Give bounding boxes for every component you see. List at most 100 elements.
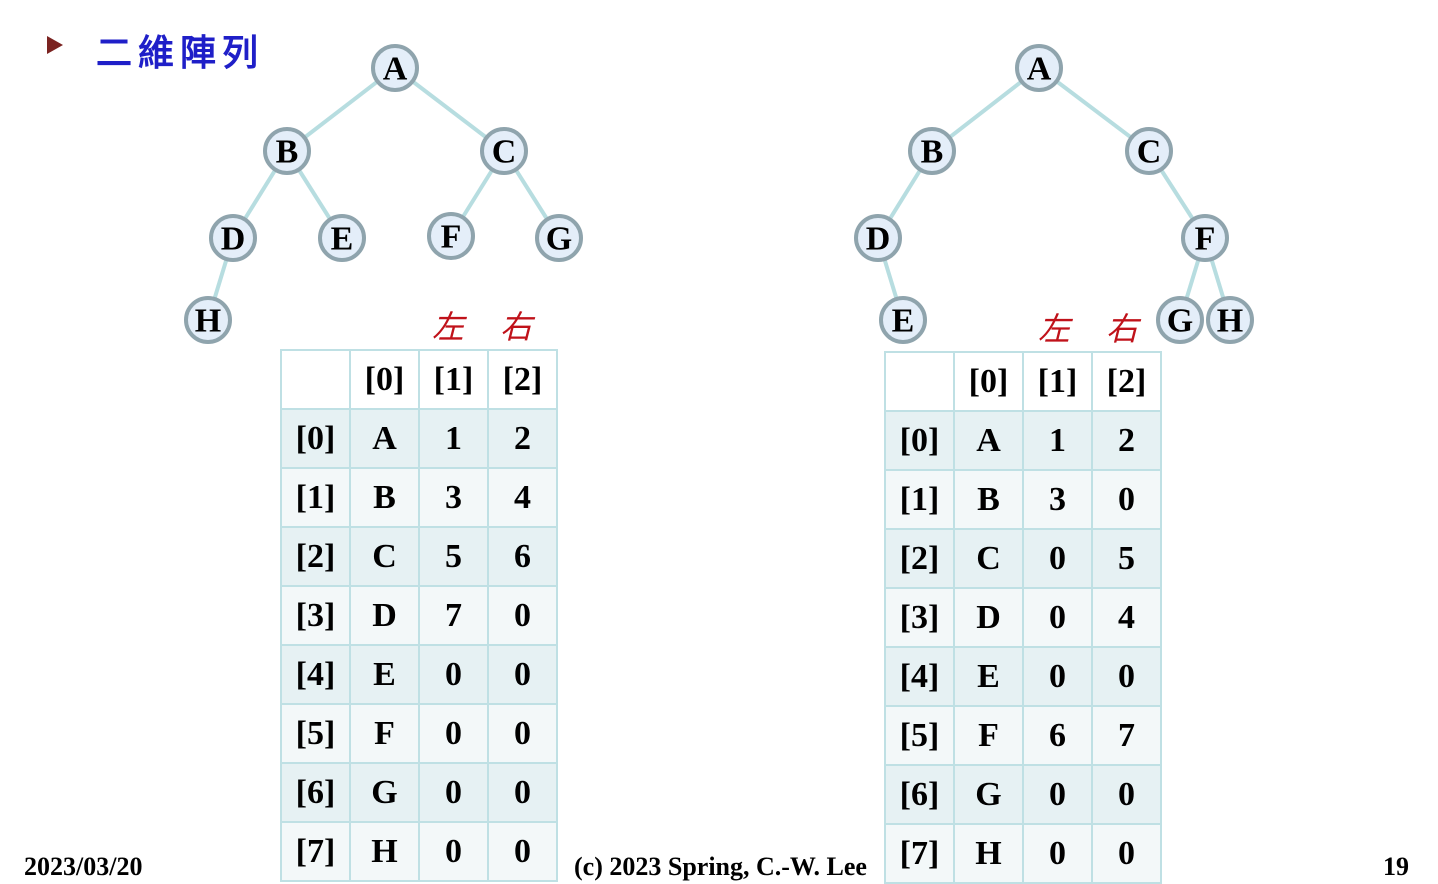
tree-node-label-G: G [546, 221, 572, 258]
left-child-label-1: 左 [432, 308, 465, 346]
table-cell: 3 [418, 467, 489, 528]
table-cell: 0 [418, 821, 489, 882]
table-row: [1] B 3 0 [884, 469, 1162, 530]
table-row: [4] E 0 0 [280, 644, 558, 705]
table-cell: D [349, 585, 420, 646]
tree-node-F [427, 212, 475, 260]
column-header: [1] [418, 349, 489, 410]
table-cell: 0 [418, 644, 489, 705]
table-cell: A [953, 410, 1024, 471]
table-row: [5] F 6 7 [884, 705, 1162, 766]
page-number: 19 [1383, 852, 1409, 881]
tree-node-C [480, 127, 528, 175]
tree-node-label-C: C [492, 134, 517, 171]
table-row: [5] F 0 0 [280, 703, 558, 764]
table-cell: G [953, 764, 1024, 825]
column-header: [1] [1022, 351, 1093, 412]
row-index-cell: [4] [280, 644, 351, 705]
right-child-label-2: 右 [1106, 310, 1139, 348]
right-child-label-1: 右 [500, 308, 533, 346]
table-row: [7] H 0 0 [280, 821, 558, 882]
column-header: [2] [487, 349, 558, 410]
tree-node-H [184, 296, 232, 344]
table-cell: 5 [418, 526, 489, 587]
table-cell: 0 [487, 821, 558, 882]
table-cell: 0 [418, 762, 489, 823]
table-cell: 0 [1022, 823, 1093, 884]
tree-left: A B C D E F G H [184, 44, 583, 344]
tree-node-label-F: F [1195, 221, 1216, 258]
table-cell: F [953, 705, 1024, 766]
table-cell: 1 [1022, 410, 1093, 471]
tree-node-E [318, 214, 366, 262]
row-index-cell: [3] [884, 587, 955, 648]
table-cell: 5 [1091, 528, 1162, 589]
tree-node-label-C: C [1137, 134, 1162, 171]
table-cell: B [953, 469, 1024, 530]
row-index-cell: [2] [280, 526, 351, 587]
tree-node-B [908, 127, 956, 175]
tree-node-label-F: F [441, 219, 462, 256]
table-cell: 0 [487, 585, 558, 646]
table-cell: E [349, 644, 420, 705]
tree-node-B [263, 127, 311, 175]
table-cell: G [349, 762, 420, 823]
table-cell: B [349, 467, 420, 528]
table-cell: 3 [1022, 469, 1093, 530]
table-cell: E [953, 646, 1024, 707]
table-cell: 0 [1022, 587, 1093, 648]
tree-node-label-G: G [1167, 303, 1193, 340]
row-index-cell: [2] [884, 528, 955, 589]
tree-node-label-E: E [331, 221, 354, 258]
tree-node-H [1206, 296, 1254, 344]
left-child-label-2: 左 [1038, 310, 1071, 348]
row-index-cell: [5] [280, 703, 351, 764]
table-cell: 7 [1091, 705, 1162, 766]
tree-node-D [854, 214, 902, 262]
table-row: [3] D 7 0 [280, 585, 558, 646]
table-row: [3] D 0 4 [884, 587, 1162, 648]
table-cell: 6 [1022, 705, 1093, 766]
table-cell: 0 [1091, 646, 1162, 707]
row-index-cell: [5] [884, 705, 955, 766]
table-cell: 0 [1091, 823, 1162, 884]
array-table-right: [0] [1] [2] [0] A 1 2 [1] B 3 0 [2] C 0 5 [3] D 0 4 [4] E 0 0[… [884, 351, 1162, 884]
tree-node-D [209, 214, 257, 262]
table-cell: 0 [418, 703, 489, 764]
tree-node-label-E: E [892, 303, 915, 340]
table-row: [4] E 0 0 [884, 646, 1162, 707]
table-cell: 0 [487, 644, 558, 705]
tree-node-F [1181, 214, 1229, 262]
tree-right: A B C D E F G H [854, 44, 1254, 344]
bullet-triangle-icon [47, 36, 63, 54]
table-cell: H [349, 821, 420, 882]
column-header: [2] [1091, 351, 1162, 412]
row-index-cell: [0] [884, 410, 955, 471]
table-header-row: [0] [1] [2] [280, 349, 558, 410]
table-cell: 0 [1091, 764, 1162, 825]
table-cell: 6 [487, 526, 558, 587]
table-row: [2] C 0 5 [884, 528, 1162, 589]
array-table-left: [0] [1] [2] [0] A 1 2 [1] B 3 4 [2] C 5 6 [3] D 7 0 [4] E 0 0[… [280, 349, 558, 882]
footer-copyright: (c) 2023 Spring, C.-W. Lee [574, 852, 867, 881]
tree-node-A [371, 44, 419, 92]
table-row: [1] B 3 4 [280, 467, 558, 528]
tree-node-label-B: B [276, 134, 299, 171]
column-header: [0] [953, 351, 1024, 412]
row-index-cell: [0] [280, 408, 351, 469]
column-header [280, 349, 351, 410]
tree-node-label-H: H [195, 303, 221, 340]
table-cell: 0 [1022, 646, 1093, 707]
table-cell: H [953, 823, 1024, 884]
table-cell: 0 [1022, 528, 1093, 589]
table-row: [7] H 0 0 [884, 823, 1162, 884]
table-cell: 0 [1091, 469, 1162, 530]
row-index-cell: [6] [884, 764, 955, 825]
table-cell: 0 [487, 703, 558, 764]
row-index-cell: [4] [884, 646, 955, 707]
row-index-cell: [1] [280, 467, 351, 528]
table-cell: 2 [487, 408, 558, 469]
row-index-cell: [7] [280, 821, 351, 882]
table-cell: C [349, 526, 420, 587]
table-cell: F [349, 703, 420, 764]
